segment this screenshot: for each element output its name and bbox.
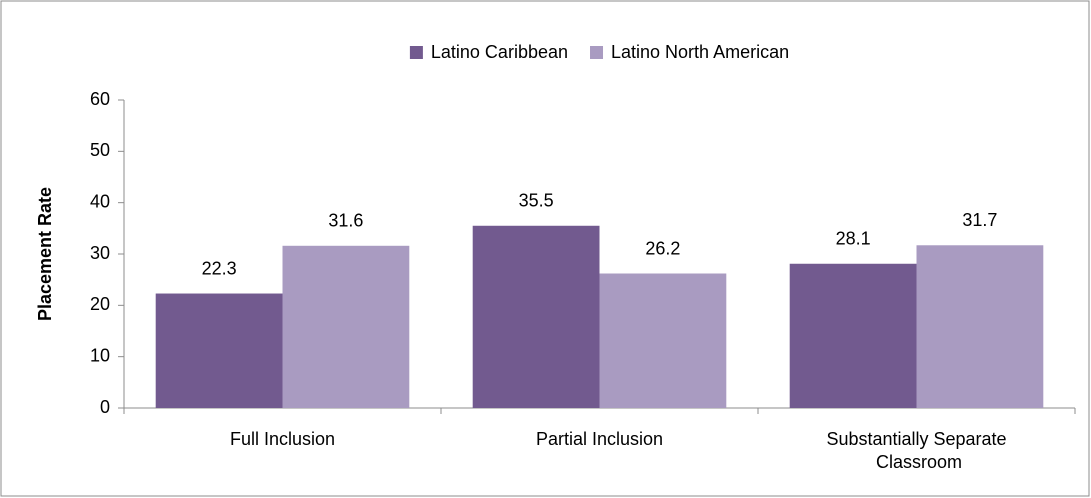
y-tick-label: 10	[90, 345, 110, 365]
data-label: 31.6	[328, 211, 363, 231]
legend-label: Latino North American	[611, 42, 789, 62]
data-label: 26.2	[645, 238, 680, 258]
bar	[789, 263, 917, 408]
x-tick-label: Substantially Separate Classroom	[826, 429, 1006, 472]
bar	[599, 273, 727, 408]
bar	[916, 245, 1044, 408]
y-tick-label: 50	[90, 140, 110, 160]
y-tick-label: 60	[90, 89, 110, 109]
x-tick-label: Full Inclusion	[230, 429, 335, 449]
y-axis-title: Placement Rate	[35, 187, 55, 321]
legend-swatch	[409, 46, 423, 59]
data-label: 22.3	[202, 258, 237, 278]
data-label: 31.7	[962, 210, 997, 230]
bar	[155, 293, 283, 408]
legend-swatch	[590, 46, 604, 59]
y-tick-label: 30	[90, 243, 110, 263]
y-tick-label: 0	[100, 397, 110, 417]
y-tick-label: 20	[90, 294, 110, 314]
bar	[472, 225, 600, 408]
data-label: 28.1	[836, 229, 871, 249]
legend-label: Latino Caribbean	[431, 42, 568, 62]
y-tick-label: 40	[90, 191, 110, 211]
x-tick-label: Partial Inclusion	[536, 429, 663, 449]
bar	[282, 245, 410, 408]
data-label: 35.5	[519, 191, 554, 211]
